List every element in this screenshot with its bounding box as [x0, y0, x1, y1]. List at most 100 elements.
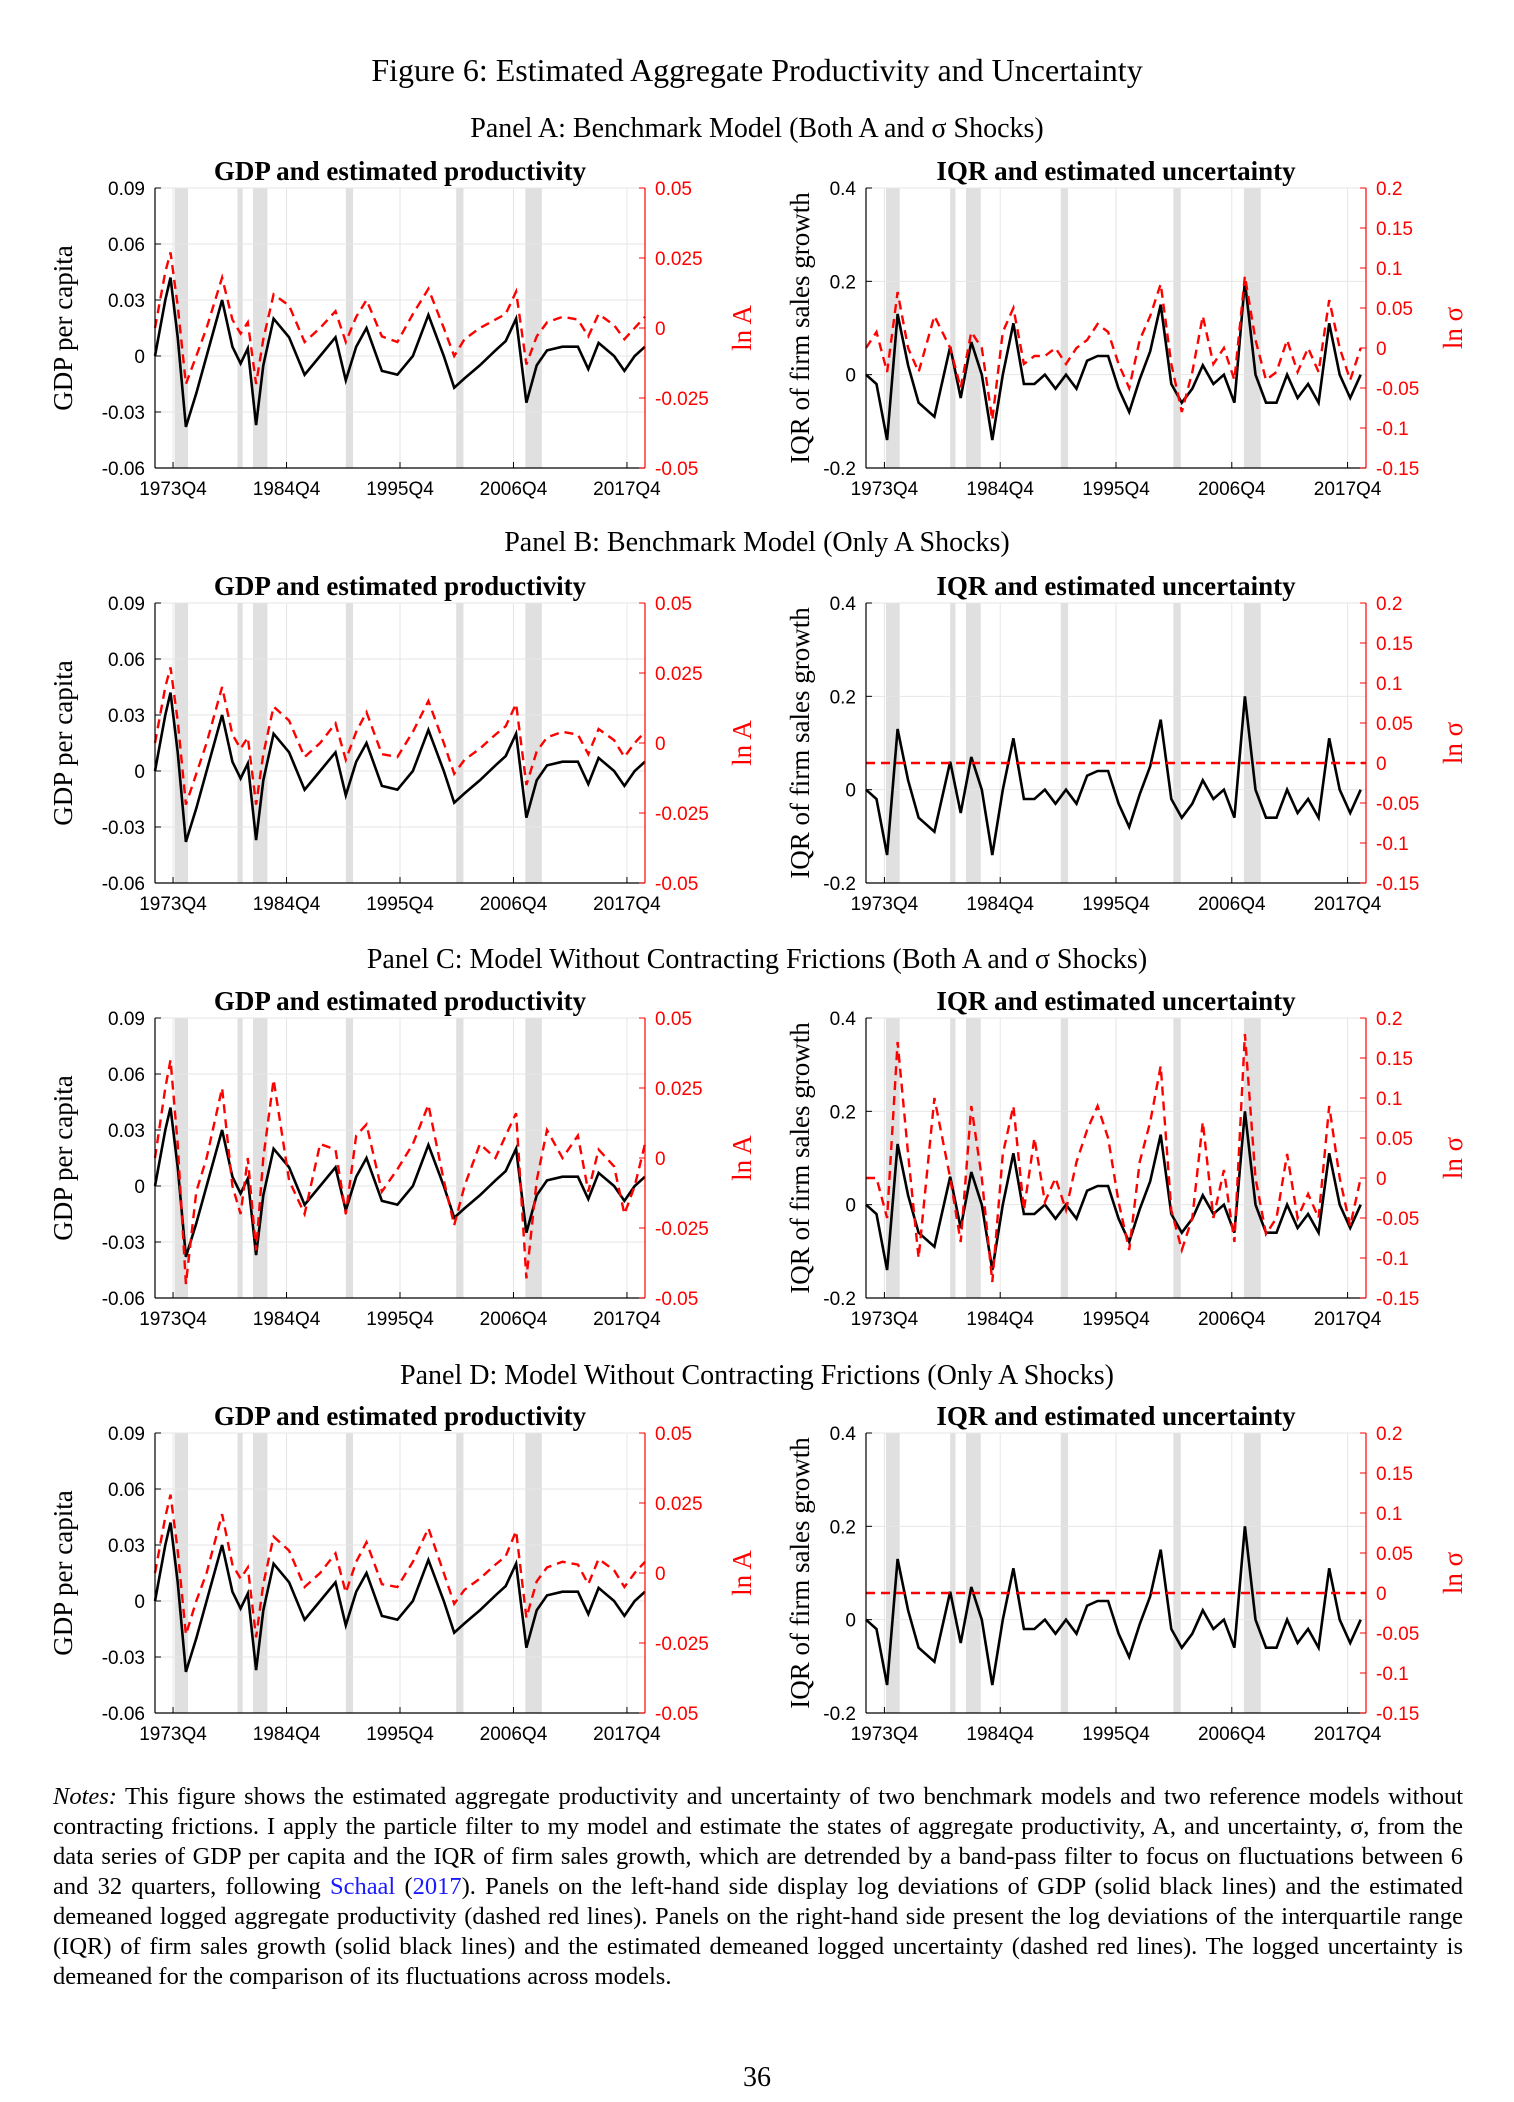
recession-band — [525, 1018, 542, 1298]
y-axis-label: IQR of firm sales growth — [785, 192, 815, 464]
y-tick-label: -0.06 — [102, 1704, 145, 1725]
recession-band — [1173, 1018, 1181, 1298]
chart-a-iqr: 0.4 0.2 0 -0.2 0.2 0.15 0.1 0.05 0 -0.05 -0.1 -0.15… — [785, 156, 1468, 500]
y-axis-label: GDP per capita — [48, 1490, 78, 1655]
recession-band — [174, 188, 189, 468]
y-right-tick-label: 0.1 — [1376, 1504, 1402, 1525]
y-right-tick-label: 0.05 — [655, 594, 692, 615]
y-right-tick-label: 0.1 — [1376, 1089, 1402, 1110]
series-line-solid — [865, 696, 1362, 856]
recession-band — [966, 1018, 981, 1298]
recession-band — [345, 1433, 354, 1713]
recession-band — [174, 1433, 189, 1713]
y-right-tick-label: -0.025 — [655, 1219, 709, 1240]
y-tick-label: 0.03 — [108, 706, 145, 727]
y-tick-label: 0.06 — [108, 1480, 145, 1501]
series-line-dashed — [153, 1494, 646, 1638]
x-tick-label: 2017Q4 — [593, 1309, 661, 1330]
x-tick-label: 1984Q4 — [966, 1724, 1034, 1745]
y-tick-label: -0.2 — [823, 874, 856, 895]
recession-band — [525, 1433, 542, 1713]
recession-band — [253, 188, 268, 468]
x-tick-label: 2006Q4 — [480, 1724, 548, 1745]
recession-band — [456, 603, 464, 883]
x-tick-label: 1973Q4 — [851, 894, 919, 915]
x-tick-label: 1973Q4 — [851, 1724, 919, 1745]
recession-band — [456, 188, 464, 468]
recession-band — [345, 603, 354, 883]
series-line-dashed — [864, 275, 1362, 421]
y-tick-label: -0.06 — [102, 459, 145, 480]
y-right-tick-label: 0.05 — [655, 1009, 692, 1030]
x-tick-label: 1984Q4 — [253, 1724, 321, 1745]
recession-band — [1060, 603, 1069, 883]
chart-title: GDP and estimated productivity — [214, 156, 587, 186]
recession-band — [525, 188, 542, 468]
y-right-tick-label: -0.025 — [655, 1634, 709, 1655]
y-tick-label: 0.09 — [108, 594, 145, 615]
y-right-tick-label: 0.15 — [1376, 219, 1413, 240]
y-right-tick-label: -0.05 — [655, 459, 698, 480]
series-line-solid — [153, 692, 646, 843]
x-tick-label: 2006Q4 — [1198, 479, 1266, 500]
recession-band — [525, 603, 542, 883]
x-tick-label: 1984Q4 — [966, 894, 1034, 915]
y-right-tick-label: 0.05 — [1376, 1544, 1413, 1565]
y-axis-label: GDP per capita — [48, 660, 78, 825]
chart-b-iqr: 0.4 0.2 0 -0.2 0.2 0.15 0.1 0.05 0 -0.05 -0.1 -0.15… — [785, 571, 1468, 915]
y-right-tick-label: 0.025 — [655, 664, 703, 685]
x-tick-label: 2017Q4 — [1314, 1724, 1382, 1745]
recession-band — [1243, 1018, 1261, 1298]
chart-title: IQR and estimated uncertainty — [936, 156, 1296, 186]
panel-a-title: Panel A: Benchmark Model (Both A and σ S… — [470, 113, 1044, 144]
y-right-tick-label: 0.05 — [655, 1424, 692, 1445]
x-tick-label: 1984Q4 — [253, 1309, 321, 1330]
recession-band — [456, 1018, 464, 1298]
y-right-tick-label: 0.05 — [1376, 299, 1413, 320]
y-tick-label: 0.09 — [108, 1009, 145, 1030]
recession-band — [1060, 1018, 1069, 1298]
recession-band — [237, 1433, 243, 1713]
citation-year-link[interactable]: 2017 — [412, 1873, 462, 1900]
recession-band — [950, 1433, 956, 1713]
x-tick-label: 1995Q4 — [366, 894, 434, 915]
y-tick-label: -0.03 — [102, 818, 145, 839]
y-right-axis-label: ln σ — [1438, 1136, 1468, 1179]
panel-c-title: Panel C: Model Without Contracting Frict… — [366, 944, 1148, 975]
y-right-tick-label: 0 — [1376, 339, 1387, 360]
x-tick-label: 2017Q4 — [593, 479, 661, 500]
recession-band — [950, 1018, 956, 1298]
y-right-tick-label: 0.2 — [1376, 594, 1402, 615]
y-tick-label: -0.03 — [102, 403, 145, 424]
y-right-axis-label: ln A — [727, 1135, 757, 1181]
x-tick-label: 1995Q4 — [1082, 894, 1150, 915]
y-right-tick-label: 0 — [1376, 754, 1387, 775]
x-tick-label: 2006Q4 — [480, 479, 548, 500]
y-tick-label: 0.4 — [830, 1009, 857, 1030]
recession-band — [345, 1018, 354, 1298]
series-line-solid — [865, 281, 1362, 441]
y-right-tick-label: -0.1 — [1376, 419, 1409, 440]
recession-band — [1173, 188, 1181, 468]
recession-band — [237, 603, 243, 883]
recession-band — [237, 1018, 243, 1298]
x-tick-label: 1984Q4 — [966, 1309, 1034, 1330]
x-tick-label: 2006Q4 — [1198, 894, 1266, 915]
x-tick-label: 1973Q4 — [139, 1724, 207, 1745]
y-tick-label: -0.03 — [102, 1233, 145, 1254]
y-axis-label: GDP per capita — [48, 245, 78, 410]
recession-band — [253, 1018, 268, 1298]
y-tick-label: 0 — [845, 781, 856, 802]
x-tick-label: 1995Q4 — [366, 1309, 434, 1330]
series-line-solid — [153, 1522, 646, 1673]
y-right-tick-label: 0 — [1376, 1584, 1387, 1605]
recession-band — [237, 188, 243, 468]
y-tick-label: 0.09 — [108, 179, 145, 200]
y-axis-label: IQR of firm sales growth — [785, 607, 815, 879]
y-right-tick-label: -0.05 — [655, 1704, 698, 1725]
y-tick-label: 0.4 — [830, 594, 857, 615]
y-right-tick-label: 0.2 — [1376, 1009, 1402, 1030]
citation-link[interactable]: Schaal — [329, 1873, 396, 1900]
x-tick-label: 1995Q4 — [1082, 1309, 1150, 1330]
x-tick-label: 2017Q4 — [1314, 894, 1382, 915]
